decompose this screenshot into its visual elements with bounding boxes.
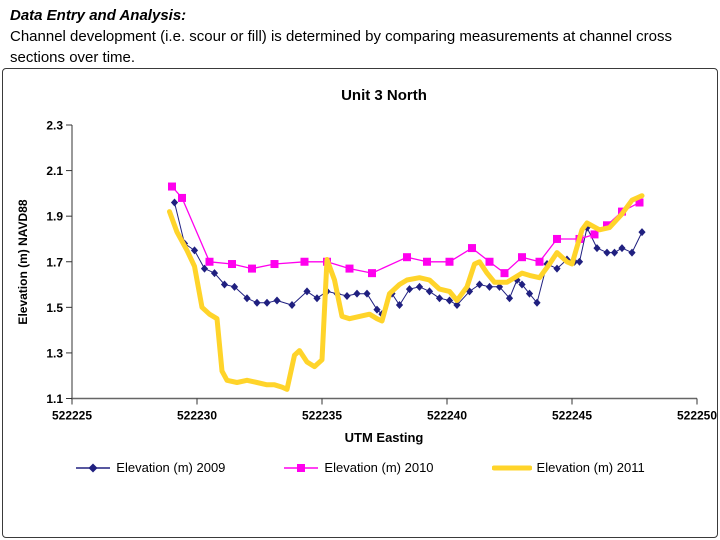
data-point-2009 bbox=[628, 248, 636, 257]
data-point-2009 bbox=[533, 298, 541, 307]
data-point-2009 bbox=[593, 244, 601, 253]
data-point-2009 bbox=[253, 298, 261, 307]
data-point-2009 bbox=[243, 294, 251, 303]
data-point-2009 bbox=[220, 280, 229, 289]
data-point-2009 bbox=[230, 282, 239, 291]
legend-label-2010: Elevation (m) 2010 bbox=[324, 460, 434, 475]
data-point-2009 bbox=[638, 228, 646, 237]
y-tick-label: 1.7 bbox=[46, 255, 63, 269]
x-tick-label: 522245 bbox=[552, 409, 592, 423]
data-point-2009 bbox=[373, 305, 381, 314]
chart-canvas: Unit 3 North UTM Easting Elevation (m) N… bbox=[16, 87, 717, 445]
data-point-2009 bbox=[343, 291, 351, 300]
data-point-2009 bbox=[525, 289, 534, 298]
data-point-2010 bbox=[205, 257, 214, 266]
legend-marker-2011-line-icon bbox=[491, 465, 532, 470]
data-point-2009 bbox=[475, 280, 484, 289]
data-point-2009 bbox=[603, 248, 611, 257]
legend-item-2010[interactable]: Elevation (m) 2010 bbox=[283, 460, 434, 475]
data-point-2009 bbox=[363, 289, 371, 298]
data-point-2009 bbox=[485, 282, 494, 291]
y-axis-title: Elevation (m) NAVD88 bbox=[16, 199, 30, 324]
data-point-2009 bbox=[553, 264, 561, 273]
data-point-2009 bbox=[210, 269, 219, 278]
data-point-2009 bbox=[505, 294, 514, 303]
data-point-2009 bbox=[200, 264, 209, 273]
data-point-2009 bbox=[415, 282, 424, 291]
x-tick-label: 522240 bbox=[427, 409, 467, 423]
y-tick-label: 1.9 bbox=[46, 210, 63, 224]
data-point-2009 bbox=[495, 282, 504, 291]
x-tick-label: 522230 bbox=[177, 409, 217, 423]
y-tick-label: 2.1 bbox=[46, 164, 63, 178]
y-tick-label: 1.1 bbox=[46, 392, 63, 406]
legend-marker-2009-diamond-icon bbox=[76, 463, 111, 472]
data-point-2010 bbox=[635, 198, 644, 207]
legend-item-2009[interactable]: Elevation (m) 2009 bbox=[75, 460, 225, 475]
data-point-2010 bbox=[228, 260, 236, 269]
data-point-2010 bbox=[468, 244, 476, 253]
data-point-2010 bbox=[518, 253, 526, 262]
data-point-2009 bbox=[610, 248, 619, 257]
page-header: Data Entry and Analysis: Channel develop… bbox=[10, 6, 710, 68]
data-point-2010 bbox=[485, 257, 494, 266]
data-point-2009 bbox=[273, 296, 281, 305]
data-point-2009 bbox=[445, 296, 454, 305]
data-point-2009 bbox=[288, 301, 296, 310]
legend-label-2009: Elevation (m) 2009 bbox=[116, 460, 226, 475]
chart-title: Unit 3 North bbox=[341, 87, 427, 104]
data-point-2009 bbox=[353, 289, 361, 298]
y-tick-label: 1.3 bbox=[46, 346, 63, 360]
data-point-2009 bbox=[435, 294, 444, 303]
data-point-2010 bbox=[590, 230, 599, 239]
header-body: Channel development (i.e. scour or fill)… bbox=[10, 28, 672, 67]
data-point-2010 bbox=[445, 257, 454, 266]
x-axis-title: UTM Easting bbox=[345, 430, 424, 445]
data-point-2010 bbox=[300, 257, 309, 266]
data-point-2010 bbox=[423, 257, 431, 266]
data-point-2010 bbox=[168, 182, 176, 191]
series-line-2011 bbox=[167, 193, 645, 392]
data-point-2009 bbox=[453, 301, 461, 310]
plot-area bbox=[167, 182, 646, 392]
legend-marker-2010-square-icon bbox=[284, 463, 319, 472]
data-point-2010 bbox=[178, 193, 186, 202]
x-tick-label: 522225 bbox=[52, 409, 92, 423]
data-point-2010 bbox=[270, 260, 279, 269]
data-point-2010 bbox=[603, 221, 611, 230]
data-point-2010 bbox=[535, 257, 544, 266]
x-tick-label: 522250 bbox=[677, 409, 717, 423]
data-point-2009 bbox=[170, 198, 179, 207]
legend-item-2011[interactable]: Elevation (m) 2011 bbox=[491, 460, 645, 475]
data-point-2010 bbox=[553, 234, 561, 243]
data-point-2010 bbox=[248, 264, 256, 273]
legend-label-2011: Elevation (m) 2011 bbox=[536, 460, 645, 475]
data-point-2009 bbox=[395, 301, 404, 310]
data-point-2009 bbox=[575, 257, 584, 266]
data-point-2009 bbox=[405, 285, 414, 294]
data-point-2010 bbox=[500, 269, 509, 278]
y-tick-label: 1.5 bbox=[46, 301, 63, 315]
data-point-2009 bbox=[303, 287, 311, 296]
data-point-2010 bbox=[368, 269, 376, 278]
axes: 1.1 1.3 1.5 1.7 1.9 2.1 2.3 522225 522230 522235 5… bbox=[46, 119, 717, 423]
chart-frame bbox=[2, 68, 718, 538]
data-point-2009 bbox=[618, 244, 626, 253]
data-point-2009 bbox=[190, 246, 199, 255]
data-point-2010 bbox=[403, 253, 411, 262]
data-point-2009 bbox=[518, 280, 526, 289]
data-point-2009 bbox=[313, 294, 321, 303]
chart-legend: Elevation (m) 2009 Elevation (m) 2010 El… bbox=[0, 460, 720, 475]
data-point-2009 bbox=[425, 287, 434, 296]
data-point-2010 bbox=[345, 264, 354, 273]
header-title: Data Entry and Analysis: bbox=[10, 7, 187, 24]
y-tick-label: 2.3 bbox=[46, 119, 63, 133]
data-point-2009 bbox=[263, 298, 271, 307]
x-tick-label: 522235 bbox=[302, 409, 342, 423]
